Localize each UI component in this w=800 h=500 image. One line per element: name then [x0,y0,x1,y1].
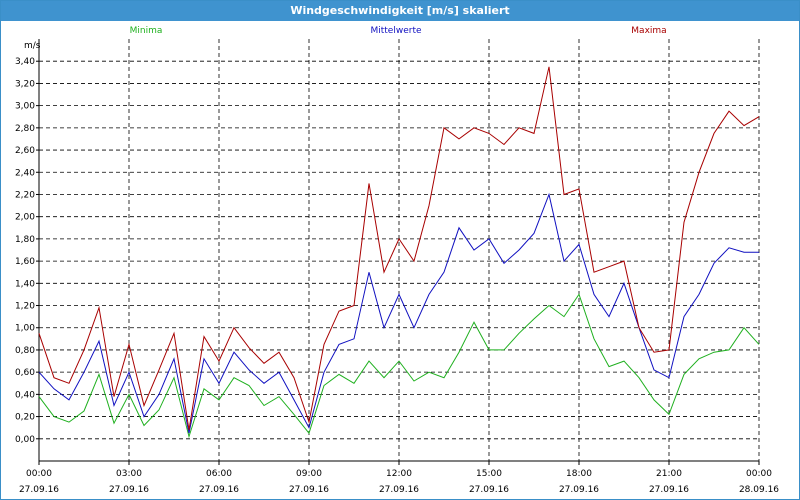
y-tick-label: 1,40 [15,279,35,289]
y-tick-label: 3,40 [15,57,35,67]
y-tick-label: 0,20 [15,413,35,423]
x-tick-time-label: 12:00 [386,469,412,479]
y-tick-label: 0,80 [15,346,35,356]
y-tick-label: 2,60 [15,146,35,156]
y-tick-label: 2,40 [15,168,35,178]
x-tick-time-label: 03:00 [116,469,142,479]
y-tick-label: 3,00 [15,102,35,112]
x-tick-time-label: 09:00 [296,469,322,479]
x-tick-date-label: 28.09.16 [739,485,779,495]
y-tick-label: 2,20 [15,190,35,200]
legend-mittelwerte: Mittelwerte [370,26,421,36]
y-tick-label: 1,20 [15,302,35,312]
x-tick-time-label: 00:00 [746,469,772,479]
x-tick-date-label: 27.09.16 [469,485,509,495]
x-tick-date-label: 27.09.16 [19,485,59,495]
x-tick-time-label: 00:00 [26,469,52,479]
x-tick-time-label: 15:00 [476,469,502,479]
y-tick-label: 1,80 [15,235,35,245]
x-tick-date-label: 27.09.16 [649,485,689,495]
y-tick-label: 0,00 [15,435,35,445]
x-tick-date-label: 27.09.16 [379,485,419,495]
series-line-minima [38,293,760,439]
x-tick-time-label: 21:00 [656,469,682,479]
y-tick-label: 3,20 [15,79,35,89]
x-tick-date-label: 27.09.16 [289,485,329,495]
x-tick-time-label: 18:00 [566,469,592,479]
x-tick-date-label: 27.09.16 [109,485,149,495]
legend-minima: Minima [130,26,163,36]
y-tick-label: 1,60 [15,257,35,267]
y-tick-label: 2,00 [15,213,35,223]
y-tick-label: 0,40 [15,390,35,400]
y-tick-label: 0,60 [15,368,35,378]
x-tick-time-label: 06:00 [206,469,232,479]
y-axis-unit-label: m/s [24,41,41,51]
x-tick-date-label: 27.09.16 [559,485,599,495]
x-tick-date-label: 27.09.16 [199,485,239,495]
legend-maxima: Maxima [631,26,666,36]
chart-area: m/s Minima Mittelwerte Maxima 0,00 0,20 0,40… [15,26,779,495]
series-line-maxima [38,66,760,430]
y-tick-label: 1,00 [15,324,35,334]
y-tick-label: 2,80 [15,124,35,134]
window-title: Windgeschwindigkeit [m/s] skaliert [1,1,799,21]
